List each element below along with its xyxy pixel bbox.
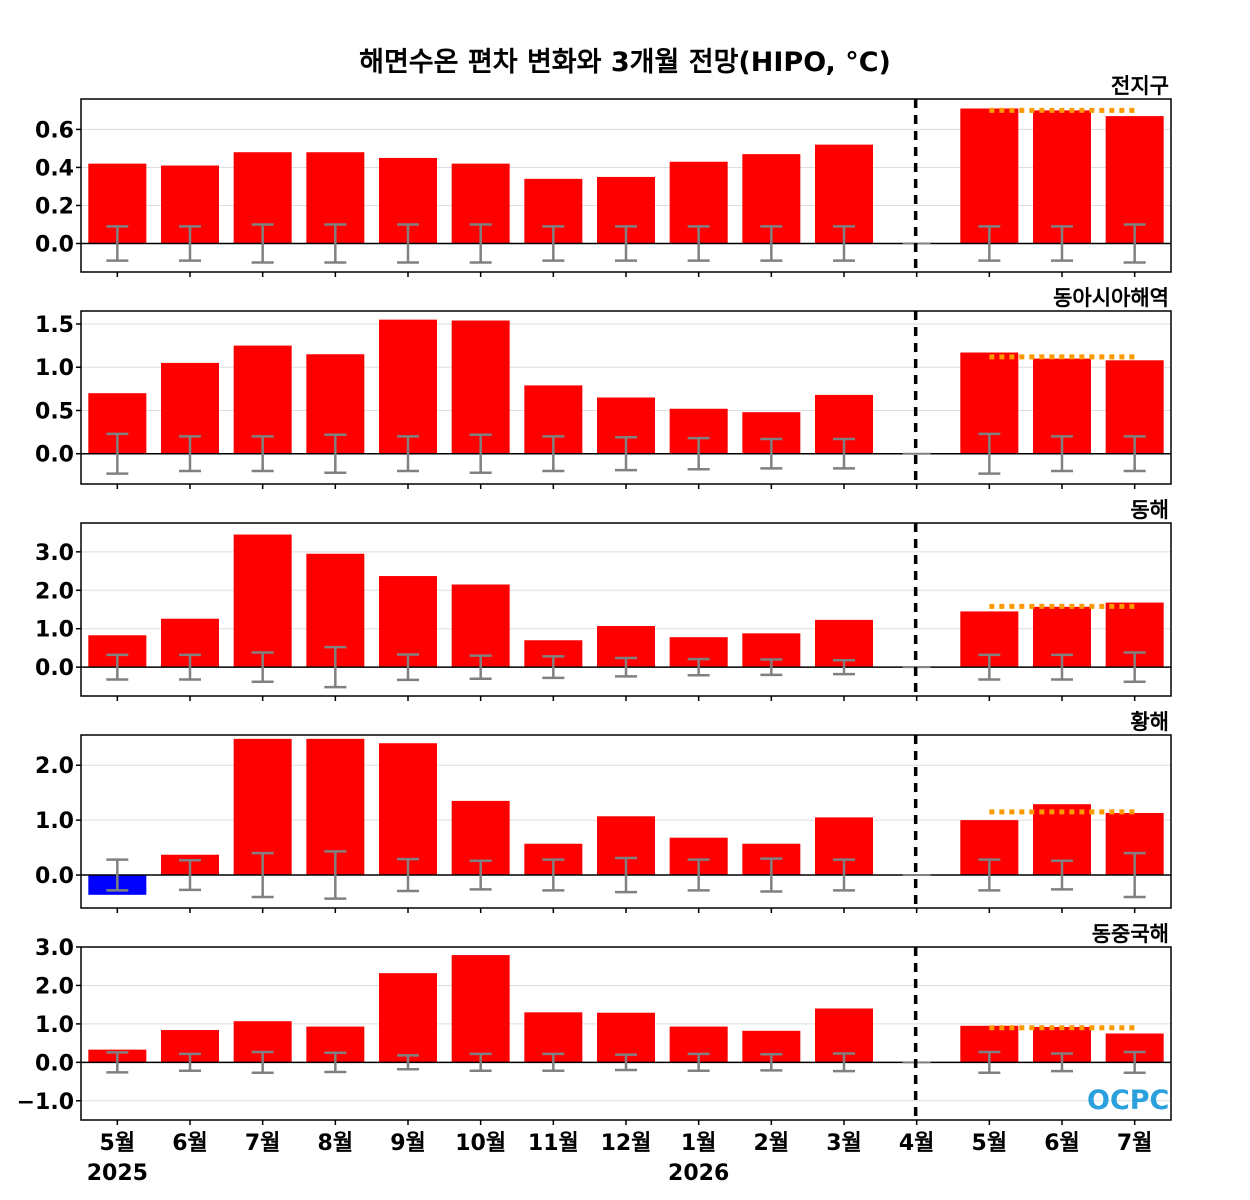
x-tick-label: 7월 (1117, 1131, 1153, 1156)
y-tick-label: 1.0 (35, 618, 74, 643)
x-tick-label: 6월 (1044, 1131, 1080, 1156)
x-tick-label: 11월 (528, 1131, 579, 1156)
panel-title: 동중국해 (1092, 922, 1169, 946)
panel-title: 동해 (1130, 498, 1169, 522)
bar (233, 534, 292, 668)
y-tick-label: 0.0 (35, 656, 74, 681)
plot-area (81, 955, 1171, 1074)
x-tick-label: 10월 (455, 1131, 506, 1156)
y-tick-label: 0.4 (35, 156, 74, 181)
panel-1: 0.0 0.2 0.4 0.6 전지구 (35, 74, 1172, 277)
y-tick-label: 0.6 (35, 118, 74, 143)
bar (1105, 116, 1164, 244)
bar (1033, 110, 1091, 244)
panel-5: −1.0 0.0 1.0 2.0 3.0 동중국해 (17, 922, 1172, 1125)
x-tick-label: 12월 (601, 1131, 652, 1156)
x-tick-label: 6월 (172, 1131, 208, 1156)
panel-title: 황해 (1130, 710, 1169, 734)
y-tick-label: 1.5 (35, 313, 74, 338)
y-tick-label: 1.0 (35, 356, 74, 381)
y-tick-label: 0.0 (35, 864, 74, 889)
x-tick-label: 2월 (754, 1131, 790, 1156)
y-tick-label: 1.0 (35, 1013, 74, 1038)
x-tick-label: 9월 (390, 1131, 426, 1156)
y-tick-label: −1.0 (17, 1090, 74, 1115)
bar (379, 319, 437, 454)
y-tick-label: 0.0 (35, 443, 74, 468)
chart-title: 해면수온 편차 변화와 3개월 전망(HIPO, °C) (359, 47, 891, 78)
y-tick-label: 2.0 (35, 974, 74, 999)
panel-title: 전지구 (1111, 74, 1169, 98)
y-tick-label: 0.0 (35, 1051, 74, 1076)
y-tick-label: 0.0 (35, 232, 74, 257)
panel-2: 0.0 0.5 1.0 1.5 동아시아해역 (35, 286, 1172, 489)
plot-area (81, 738, 1171, 900)
x-tick-label: 8월 (318, 1131, 354, 1156)
plot-area (81, 107, 1171, 264)
bar (960, 108, 1019, 244)
x-tick-label: 4월 (899, 1131, 935, 1156)
plot-area (81, 319, 1171, 475)
bar (379, 973, 437, 1063)
y-tick-label: 3.0 (35, 936, 74, 961)
y-tick-label: 3.0 (35, 541, 74, 566)
panel-3: 0.0 1.0 2.0 3.0 동해 (35, 498, 1172, 701)
year-label: 2026 (668, 1161, 729, 1186)
x-tick-label: 5월 (972, 1131, 1008, 1156)
y-tick-label: 2.0 (35, 579, 74, 604)
y-tick-label: 0.2 (35, 194, 74, 219)
y-tick-label: 1.0 (35, 809, 74, 834)
plot-area (81, 534, 1171, 689)
x-tick-label: 3월 (826, 1131, 862, 1156)
ocpc-logo: OCPC (1087, 1085, 1170, 1116)
x-tick-label: 7월 (245, 1131, 281, 1156)
bar (379, 743, 437, 876)
y-tick-label: 2.0 (35, 754, 74, 779)
bar (451, 584, 510, 668)
bar (451, 320, 510, 454)
panel-title: 동아시아해역 (1053, 286, 1169, 310)
y-tick-label: 0.5 (35, 399, 74, 424)
bar (379, 576, 437, 668)
panel-4: 0.0 1.0 2.0 황해 (35, 710, 1172, 913)
year-label: 2025 (87, 1161, 148, 1186)
x-tick-label: 1월 (681, 1131, 717, 1156)
bar (451, 955, 510, 1063)
x-tick-label: 5월 (100, 1131, 136, 1156)
